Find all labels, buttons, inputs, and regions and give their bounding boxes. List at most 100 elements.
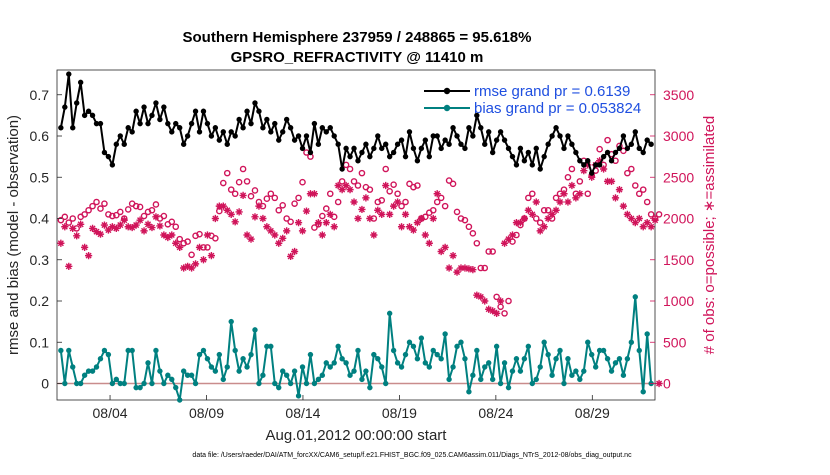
possible-obs-point	[366, 186, 374, 193]
rmse-point	[529, 162, 535, 168]
bias-point	[248, 351, 254, 358]
assimilated-obs-point	[647, 223, 655, 231]
possible-obs-point	[433, 198, 441, 206]
rmse-point	[497, 129, 504, 135]
possible-obs-point	[378, 197, 386, 204]
possible-obs-point	[655, 211, 663, 218]
assimilated-obs-point	[536, 227, 544, 235]
rmse-point	[62, 104, 68, 110]
possible-obs-point	[386, 187, 393, 195]
rmse-point	[236, 116, 242, 123]
bias-point	[561, 380, 567, 387]
rmse-point	[192, 108, 199, 114]
possible-obs-point	[212, 234, 219, 242]
assimilated-obs-point	[180, 264, 188, 272]
assimilated-obs-point	[358, 205, 366, 214]
possible-obs-point	[485, 248, 493, 255]
assimilated-obs-point	[516, 219, 525, 227]
assimilated-obs-point	[623, 210, 631, 218]
possible-obs-point	[263, 195, 271, 202]
bias-point	[264, 343, 270, 350]
left-tick-label: 0.2	[30, 293, 50, 309]
assimilated-obs-point	[461, 264, 469, 272]
assimilated-obs-point	[81, 243, 89, 251]
left-tick-label: 0.5	[30, 169, 50, 185]
bias-point	[454, 343, 460, 350]
right-tick-label: 2000	[663, 211, 694, 227]
rmse-point	[505, 145, 512, 152]
right-tick-label: 2500	[663, 169, 694, 185]
assimilated-obs-point	[132, 221, 140, 229]
assimilated-obs-point	[306, 190, 315, 198]
rmse-point	[70, 125, 76, 131]
bias-point	[295, 393, 302, 399]
rmse-point	[565, 133, 571, 139]
rmse-point	[287, 125, 294, 131]
rmse-point	[153, 100, 159, 106]
possible-obs-point	[544, 206, 552, 214]
bias-point	[303, 380, 310, 387]
bias-point	[200, 347, 207, 354]
rmse-point	[608, 158, 615, 164]
bias-point	[577, 376, 583, 383]
bias-point	[418, 335, 425, 341]
bias-point	[525, 343, 532, 350]
left-tick-label: 0.6	[30, 128, 50, 144]
rmse-point	[493, 137, 500, 143]
possible-obs-point	[334, 198, 342, 206]
rmse-point	[474, 112, 480, 119]
assimilated-obs-point	[508, 231, 517, 239]
possible-obs-point	[406, 180, 413, 188]
rmse-point	[442, 137, 448, 143]
assimilated-obs-point	[267, 227, 275, 235]
assimilated-obs-point	[73, 232, 81, 240]
rmse-point	[569, 141, 575, 147]
rmse-point	[426, 153, 432, 160]
rmse-point	[573, 149, 579, 156]
bias-point	[113, 376, 120, 383]
possible-obs-point	[227, 186, 235, 193]
assimilated-obs-point	[263, 223, 271, 231]
possible-obs-point	[354, 182, 362, 189]
bias-point	[299, 364, 306, 370]
bias-point	[216, 351, 223, 358]
bias-point	[541, 339, 547, 345]
possible-obs-point	[449, 180, 457, 188]
possible-obs-point	[113, 211, 120, 219]
possible-obs-point	[639, 186, 647, 193]
assimilated-obs-point	[564, 198, 572, 206]
assimilated-obs-point	[211, 214, 219, 223]
rmse-point	[581, 162, 587, 168]
data-file-footer: data file: /Users/raeder/DAI/ATM_forcXX/…	[192, 452, 632, 459]
rmse-point	[149, 112, 155, 119]
rmse-point	[133, 108, 139, 114]
rmse-point	[113, 141, 120, 147]
bias-point	[311, 380, 318, 387]
bias-point	[585, 339, 591, 345]
x-tick-label: 08/29	[575, 405, 610, 421]
bias-point	[581, 368, 587, 374]
assimilated-obs-point	[497, 297, 505, 305]
possible-obs-point	[251, 187, 259, 194]
rmse-point	[616, 145, 623, 152]
assimilated-obs-point	[607, 177, 616, 185]
assimilated-obs-point	[184, 262, 192, 270]
assimilated-obs-point	[639, 223, 647, 231]
bias-point	[462, 356, 468, 362]
possible-obs-point	[223, 169, 231, 177]
possible-obs-point	[469, 230, 477, 237]
bias-point	[331, 360, 337, 366]
bias-series-layer	[58, 294, 654, 403]
possible-obs-point	[445, 177, 453, 184]
bias-point	[592, 364, 599, 370]
assimilated-obs-point	[548, 210, 556, 218]
assimilated-obs-point	[96, 230, 105, 238]
possible-obs-point	[160, 212, 168, 220]
possible-obs-point	[414, 182, 421, 189]
assimilated-obs-point	[235, 208, 243, 216]
assimilated-obs-point	[413, 219, 422, 227]
bias-point	[153, 347, 159, 354]
assimilated-obs-point	[627, 214, 635, 223]
bias-point	[58, 347, 64, 354]
possible-obs-point	[219, 179, 227, 187]
